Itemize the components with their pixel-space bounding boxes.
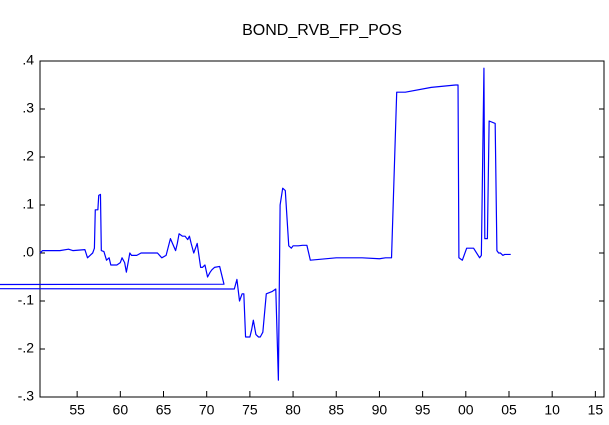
x-tick-label: 85 — [328, 402, 344, 418]
x-tick-label: 80 — [285, 402, 301, 418]
y-tick-label: -.2 — [18, 340, 35, 356]
x-tick-label: 00 — [458, 402, 474, 418]
y-tick-label: .3 — [22, 100, 34, 116]
x-tick-label: 90 — [372, 402, 388, 418]
x-tick-label: 60 — [113, 402, 129, 418]
x-tick-label: 70 — [199, 402, 215, 418]
y-tick-label: .0 — [22, 244, 34, 260]
y-tick-label: -.3 — [18, 388, 35, 404]
y-tick-label: .2 — [22, 148, 34, 164]
data-line — [0, 67, 511, 381]
x-tick-label: 65 — [156, 402, 172, 418]
x-tick-label: 05 — [501, 402, 517, 418]
y-tick-label: .4 — [22, 52, 34, 68]
x-tick-label: 95 — [415, 402, 431, 418]
x-tick-label: 75 — [242, 402, 258, 418]
y-tick-label: -.1 — [18, 292, 35, 308]
x-tick-label: 15 — [588, 402, 604, 418]
x-tick-label: 55 — [69, 402, 85, 418]
y-tick-label: .1 — [22, 196, 34, 212]
x-tick-label: 10 — [544, 402, 560, 418]
plot-frame — [39, 60, 605, 398]
chart-title: BOND_RVB_FP_POS — [242, 22, 402, 39]
